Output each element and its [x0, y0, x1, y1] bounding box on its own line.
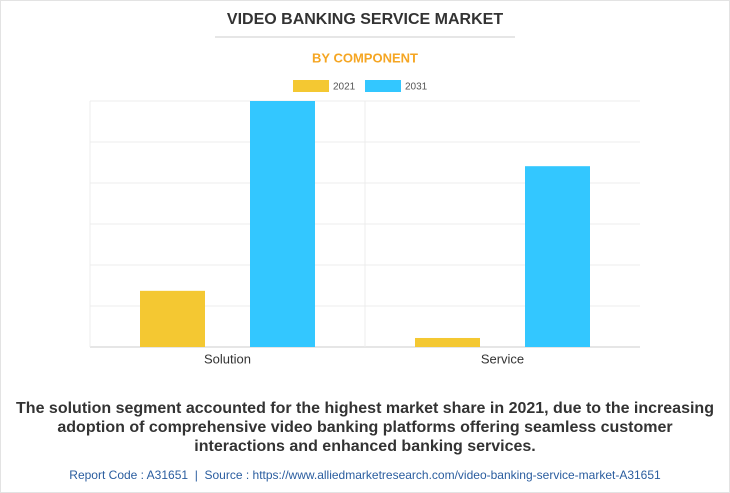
x-tick-label: Service — [481, 351, 524, 366]
x-tick-label: Solution — [204, 351, 251, 366]
legend-swatch — [365, 80, 401, 92]
bar — [250, 101, 315, 347]
legend-swatch — [293, 80, 329, 92]
chart-subtitle: BY COMPONENT — [312, 50, 418, 65]
description-line: interactions and enhanced banking servic… — [194, 438, 535, 455]
description-line: adoption of comprehensive video banking … — [57, 419, 672, 436]
legend-label: 2021 — [333, 82, 356, 93]
bar — [140, 290, 205, 347]
bar — [415, 337, 480, 347]
footer: Report Code : A31651 | Source : https://… — [69, 468, 661, 482]
chart-title: VIDEO BANKING SERVICE MARKET — [227, 11, 503, 28]
bar — [525, 166, 590, 347]
legend-label: 2031 — [405, 82, 428, 93]
description-line: The solution segment accounted for the h… — [16, 400, 714, 417]
